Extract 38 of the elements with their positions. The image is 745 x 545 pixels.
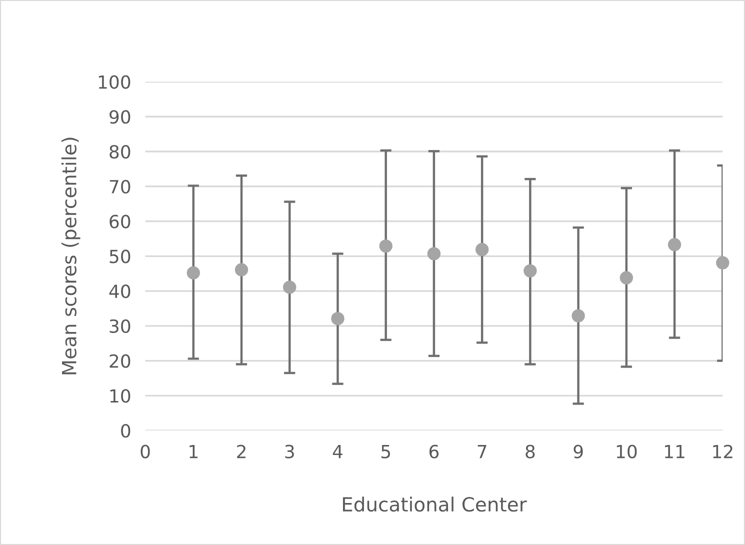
x-tick-label: 10 <box>616 444 637 458</box>
x-tick-label: 12 <box>713 444 732 458</box>
x-tick-label: 4 <box>332 444 342 458</box>
x-tick-label: 2 <box>237 444 246 458</box>
point <box>283 280 296 294</box>
point <box>572 309 585 322</box>
x-tick-label: 9 <box>574 444 583 458</box>
x-tick-label: 8 <box>526 444 535 458</box>
point <box>427 247 441 260</box>
x-tick-label: 11 <box>665 444 684 458</box>
y-tick-label: 20 <box>110 354 130 368</box>
point <box>668 238 682 252</box>
point <box>331 312 344 326</box>
y-tick-label: 60 <box>110 214 130 228</box>
y-tick-label: 90 <box>110 110 130 124</box>
x-tick-label: 7 <box>478 444 486 458</box>
point <box>475 242 489 256</box>
point <box>379 239 392 253</box>
x-axis-title: Educational Center <box>342 496 527 512</box>
y-tick-label: 30 <box>110 319 130 334</box>
x-tick-label: 6 <box>429 444 439 458</box>
x-tick-label: 0 <box>140 444 150 458</box>
point <box>716 256 730 270</box>
y-axis-title: Mean scores (percentile) <box>61 138 80 374</box>
y-tick-label: 40 <box>109 284 130 298</box>
x-tick-label: 3 <box>285 444 294 458</box>
point <box>186 266 200 280</box>
y-tick-label: 50 <box>110 250 130 264</box>
y-tick-label: 10 <box>110 389 130 403</box>
y-tick-label: 100 <box>98 75 130 89</box>
y-tick-label: 70 <box>110 180 130 194</box>
point <box>620 271 634 284</box>
y-tick-label: 80 <box>110 144 130 159</box>
point <box>524 264 537 278</box>
x-tick-label: 1 <box>190 444 198 458</box>
y-tick-label: 0 <box>121 424 130 438</box>
x-tick-label: 5 <box>382 444 390 458</box>
point <box>234 263 248 276</box>
